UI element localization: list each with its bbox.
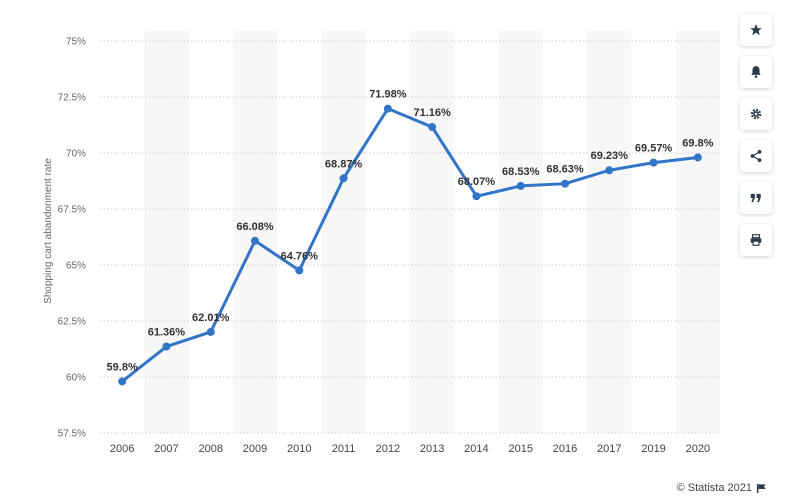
y-tick-label: 60% (66, 373, 86, 384)
data-label: 62.01% (192, 312, 230, 324)
x-tick-label: 2007 (154, 443, 178, 455)
column-band (321, 31, 366, 433)
share-button[interactable] (740, 140, 772, 172)
data-point (383, 104, 392, 113)
y-tick-label: 70% (66, 149, 86, 160)
data-label: 71.16% (413, 107, 451, 119)
data-label: 69.23% (591, 150, 629, 162)
data-point (162, 342, 171, 351)
data-point (561, 179, 569, 188)
credit-text: © Statista 2021 (676, 482, 752, 494)
column-band (587, 31, 632, 433)
column-band (144, 31, 189, 433)
data-point (649, 158, 658, 167)
x-tick-label: 2006 (110, 443, 134, 455)
star-icon (750, 24, 762, 36)
x-tick-label: 2008 (198, 443, 222, 455)
data-label: 64.76% (281, 250, 319, 262)
flag-icon (756, 483, 766, 493)
data-label: 68.53% (502, 166, 540, 178)
bell-icon (751, 66, 761, 78)
x-tick-label: 2019 (641, 443, 665, 455)
print-icon (750, 234, 762, 246)
data-label: 68.87% (325, 158, 363, 170)
x-tick-label: 2014 (464, 443, 488, 455)
data-label: 69.8% (682, 137, 713, 149)
data-label: 66.08% (236, 221, 274, 233)
share-icon (750, 150, 762, 162)
series-line (120, 107, 700, 383)
x-tick-label: 2013 (420, 443, 444, 455)
data-label: 61.36% (148, 327, 186, 339)
y-tick-label: 72.5% (58, 93, 86, 104)
y-axis-label: Shopping cart abandonment rate (43, 158, 54, 304)
data-label: 71.98% (369, 89, 407, 101)
data-label: 68.07% (458, 176, 496, 188)
y-tick-label: 62.5% (58, 317, 86, 328)
data-point (206, 327, 215, 336)
x-tick-label: 2011 (332, 443, 356, 455)
data-point (693, 153, 702, 162)
data-point (516, 181, 525, 190)
x-tick-label: 2009 (243, 443, 267, 455)
x-tick-label: 2016 (553, 443, 577, 455)
x-tick-label: 2017 (597, 443, 621, 455)
gear-icon (750, 108, 762, 120)
favorite-button[interactable] (740, 14, 772, 46)
column-band (410, 31, 455, 433)
data-point (251, 236, 259, 245)
y-tick-label: 75% (66, 37, 86, 48)
data-point (605, 166, 614, 175)
settings-button[interactable] (740, 98, 772, 130)
statista-credit[interactable]: © Statista 2021 (677, 482, 767, 494)
side-toolbar (740, 14, 772, 266)
data-label: 69.57% (635, 143, 673, 155)
cite-button[interactable] (740, 182, 772, 214)
x-tick-label: 2020 (686, 443, 710, 455)
y-tick-label: 67.5% (58, 205, 86, 216)
data-point (295, 266, 304, 275)
data-label: 59.8% (107, 361, 138, 373)
data-point (428, 123, 437, 132)
y-tick-label: 65% (66, 261, 86, 272)
column-band (232, 31, 278, 433)
notification-button[interactable] (740, 56, 772, 88)
column-band (675, 31, 720, 433)
column-band (498, 31, 543, 433)
quote-icon (750, 193, 761, 203)
data-point (339, 174, 348, 183)
data-point (472, 192, 481, 201)
print-button[interactable] (740, 224, 772, 256)
y-tick-label: 57.5% (58, 429, 86, 440)
x-tick-label: 2010 (287, 443, 311, 455)
data-point (118, 377, 127, 386)
x-tick-label: 2012 (376, 443, 400, 455)
x-tick-label: 2015 (508, 443, 532, 455)
data-label: 68.63% (546, 164, 584, 176)
